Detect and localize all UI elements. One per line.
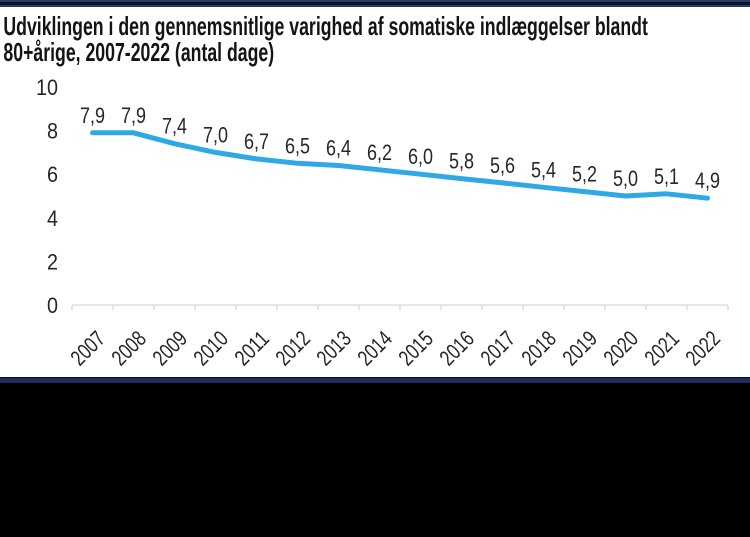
data-label: 5,2	[572, 162, 597, 187]
top-border-navy-2	[0, 5, 750, 7]
data-label: 7,0	[203, 122, 228, 147]
x-axis-year-label: 2007	[65, 326, 110, 371]
top-border-dark	[0, 2, 750, 5]
trend-line	[90, 130, 710, 201]
x-axis-year-label: 2022	[680, 326, 725, 371]
bottom-black-panel	[0, 383, 750, 537]
x-axis-year-label: 2015	[393, 326, 438, 371]
chart-area: 0 2 4 6 8 10 7,9 7,9 7,4 7,0 6,7 6,5 6,4 6,2 6,0 5,8 5,6…	[0, 67, 750, 377]
data-label: 6,2	[367, 140, 392, 165]
chart-title-block: Udviklingen i den gennemsnitlige varighe…	[0, 7, 750, 67]
x-axis-year-label: 2017	[475, 326, 520, 371]
x-axis-year-label: 2018	[516, 326, 561, 371]
line-chart-canvas: 0 2 4 6 8 10 7,9 7,9 7,4 7,0 6,7 6,5 6,4 6,2 6,0 5,8 5,6…	[36, 75, 729, 371]
top-border-navy	[0, 0, 750, 2]
data-label: 5,6	[490, 153, 515, 178]
x-axis-year-label: 2013	[311, 326, 356, 371]
data-label: 5,8	[449, 149, 474, 174]
x-axis-year-label: 2010	[188, 326, 233, 371]
data-label: 6,7	[244, 129, 269, 154]
data-label: 5,1	[654, 164, 679, 189]
data-label: 5,0	[613, 166, 638, 191]
chart-title: Udviklingen i den gennemsnitlige varighe…	[0, 7, 745, 65]
data-label: 5,4	[531, 157, 556, 182]
x-axis-year-label: 2014	[352, 326, 397, 371]
y-axis-tick-label: 0	[47, 293, 58, 318]
x-axis-year-label: 2008	[106, 326, 151, 371]
x-axis-year-label: 2011	[229, 326, 274, 371]
data-label: 7,9	[121, 103, 146, 128]
data-label: 6,5	[285, 133, 310, 158]
x-axis-year-label: 2021	[639, 326, 684, 371]
x-axis-year-label: 2019	[557, 326, 602, 371]
data-label: 4,9	[695, 168, 720, 193]
bottom-border-navy	[0, 377, 750, 383]
x-axis-year-label: 2012	[270, 326, 315, 371]
y-axis-tick-label: 6	[47, 162, 58, 187]
y-axis-tick-label: 2	[47, 249, 58, 274]
y-axis-tick-label: 4	[47, 206, 58, 231]
data-label: 6,4	[326, 135, 351, 160]
y-axis-tick-label: 8	[47, 119, 58, 144]
data-label: 6,0	[408, 144, 433, 169]
x-axis-year-label: 2016	[434, 326, 479, 371]
y-axis-tick-label: 10	[36, 75, 58, 100]
chart-title-line2: 80+årige, 2007-2022 (antal dage)	[3, 37, 275, 67]
x-axis-year-label: 2020	[598, 326, 643, 371]
x-axis-year-label: 2009	[147, 326, 192, 371]
chart-title-line1: Udviklingen i den gennemsnitlige varighe…	[3, 11, 648, 41]
data-label: 7,9	[80, 103, 105, 128]
data-label: 7,4	[162, 114, 187, 139]
